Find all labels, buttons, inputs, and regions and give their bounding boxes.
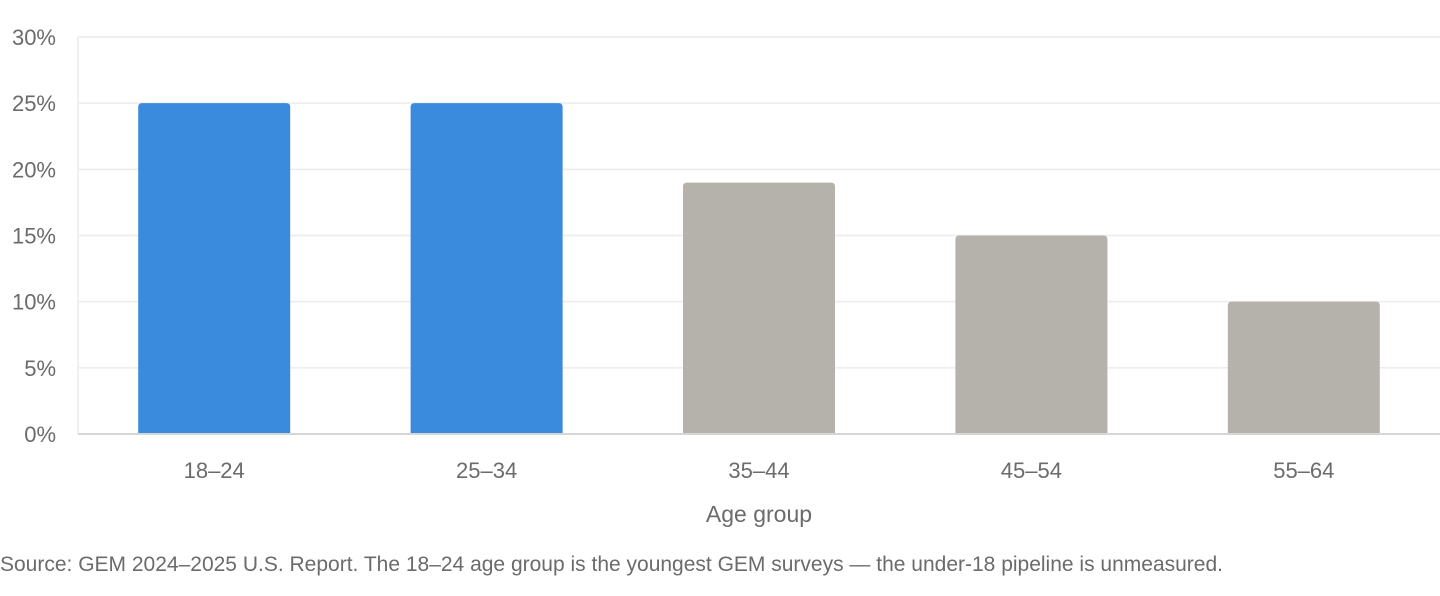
x-tick-label: 18–24 — [184, 458, 245, 483]
bar-18–24 — [138, 103, 291, 435]
x-axis-ticks: 18–24 25–34 35–44 45–54 55–64 — [184, 458, 1335, 483]
x-tick-label: 35–44 — [728, 458, 789, 483]
x-tick-label: 55–64 — [1273, 458, 1334, 483]
x-tick-label: 25–34 — [456, 458, 517, 483]
bars — [138, 103, 1380, 435]
bar-35–44 — [683, 182, 835, 434]
y-tick-label: 15% — [12, 224, 56, 249]
y-tick-label: 10% — [12, 290, 56, 315]
bar-55–64 — [1227, 301, 1380, 434]
y-tick-label: 5% — [24, 356, 56, 381]
source-note: Source: GEM 2024–2025 U.S. Report. The 1… — [0, 553, 1223, 576]
y-tick-label: 0% — [24, 422, 56, 447]
bar-45–54 — [955, 235, 1108, 434]
bar-chart: 0% 5% 10% 15% 20% 25% 30% 18–24 25–34 35–44 45–54… — [12, 25, 1440, 527]
y-tick-label: 20% — [12, 157, 56, 182]
y-axis-ticks: 0% 5% 10% 15% 20% 25% 30% — [12, 25, 56, 447]
x-tick-label: 45–54 — [1001, 458, 1062, 483]
x-axis-title: Age group — [706, 501, 812, 527]
y-tick-label: 30% — [12, 25, 56, 50]
bar-25–34 — [410, 103, 563, 435]
y-tick-label: 25% — [12, 91, 56, 116]
